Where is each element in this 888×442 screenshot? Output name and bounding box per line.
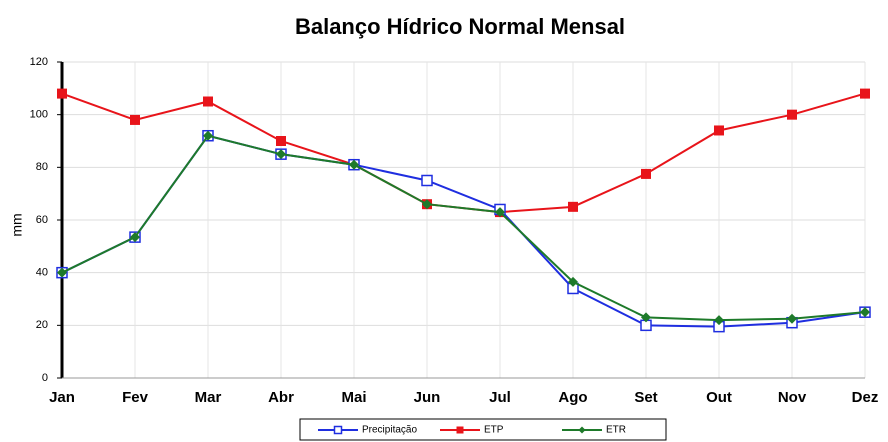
y-tick-label: 100	[30, 109, 48, 121]
legend-box	[299, 418, 667, 441]
point	[276, 149, 286, 160]
legend-label: ETR	[606, 425, 626, 436]
point	[641, 168, 651, 179]
point	[714, 125, 724, 136]
point	[568, 276, 578, 287]
x-tick-label: Nov	[778, 389, 807, 406]
series-line	[61, 134, 866, 328]
legend: Precipitação ETP ETR	[299, 418, 667, 441]
point	[787, 313, 797, 324]
point	[568, 201, 578, 212]
y-tick-label: 0	[42, 372, 48, 384]
x-tick-label: Ago	[558, 389, 587, 406]
y-tick-label: 120	[30, 56, 48, 68]
point	[57, 267, 67, 278]
x-tick-label: Mar	[195, 389, 222, 406]
point	[495, 207, 505, 218]
chart-title: Balanço Hídrico Normal Mensal	[295, 14, 625, 39]
point	[714, 315, 724, 326]
point	[456, 426, 464, 434]
point	[422, 199, 432, 210]
x-tick-label: Jun	[414, 389, 441, 406]
point	[578, 426, 586, 434]
y-tick-label: 40	[36, 267, 48, 279]
x-tick-label: Set	[634, 389, 657, 406]
x-tick-label: Jan	[49, 389, 75, 406]
legend-label: Precipitação	[362, 425, 417, 436]
y-tick-label: 20	[36, 319, 48, 331]
x-tick-label: Abr	[268, 389, 294, 406]
point	[787, 109, 797, 120]
point	[57, 88, 67, 99]
x-tick-label: Mai	[341, 389, 366, 406]
point	[421, 174, 433, 187]
point	[203, 130, 213, 141]
point	[860, 88, 870, 99]
x-tick-label: Jul	[489, 389, 511, 406]
point	[130, 232, 140, 243]
point	[641, 312, 651, 323]
x-tick-label: Out	[706, 389, 732, 406]
x-tick-label: Dez	[852, 389, 879, 406]
y-tick-label: 60	[36, 214, 48, 226]
point	[276, 136, 286, 146]
point	[130, 114, 140, 125]
y-tick-label: 80	[36, 161, 48, 173]
point	[860, 307, 870, 318]
point	[203, 96, 213, 107]
point	[333, 425, 343, 435]
series-line	[61, 134, 866, 322]
x-tick-label: Fev	[122, 389, 149, 406]
legend-label: ETP	[484, 425, 504, 436]
point	[349, 159, 359, 170]
y-axis-label: mm	[9, 213, 25, 236]
